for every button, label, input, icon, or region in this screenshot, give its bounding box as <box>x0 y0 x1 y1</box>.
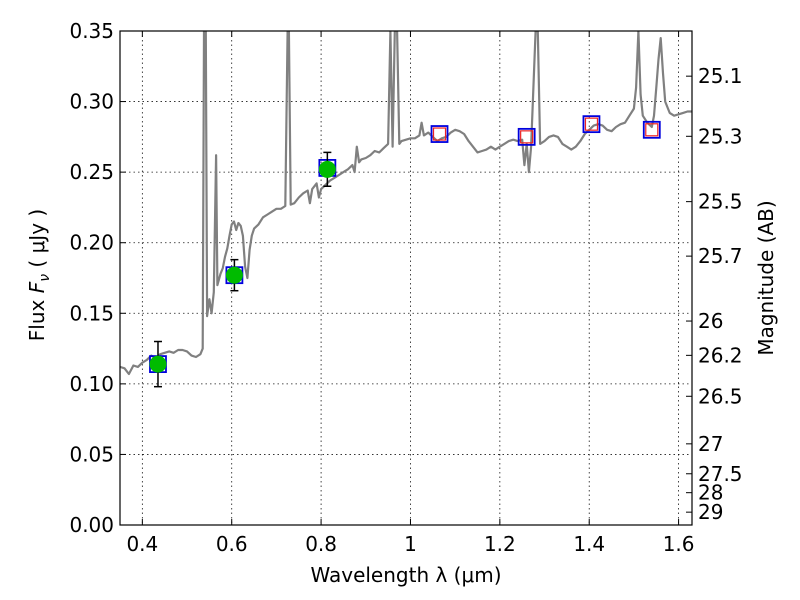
y-axis-title-prefix: Flux <box>25 293 49 341</box>
y2-tick-label: 25.7 <box>698 244 743 268</box>
x-tick-label: 0.4 <box>126 532 158 556</box>
y-tick-label: 0.25 <box>69 160 114 184</box>
x-tick-label: 0.8 <box>305 532 337 556</box>
model-flux-square <box>582 115 601 134</box>
x-axis-title: Wavelength λ (μm) <box>310 563 501 587</box>
observed-flux-point <box>149 355 167 373</box>
model-flux-inner-square <box>520 130 534 144</box>
x-tick-label: 1.6 <box>663 532 695 556</box>
y-tick-label: 0.15 <box>69 301 114 325</box>
y-axis-title: Flux Fν ( μJy ) <box>25 209 53 341</box>
y2-tick-label: 27.5 <box>698 462 743 486</box>
y2-tick-label: 26.5 <box>698 384 743 408</box>
model-flux-inner-square <box>645 123 659 137</box>
spectrum-line <box>120 31 692 376</box>
x-tick-label: 0.6 <box>216 532 248 556</box>
y-axis-title-unit: ( μJy ) <box>25 209 49 274</box>
observed-flux-point <box>318 160 336 178</box>
y2-tick-label: 26.2 <box>698 343 743 367</box>
y-axis-title-symbol: F <box>25 281 49 293</box>
y2-tick-label: 27 <box>698 432 723 456</box>
y2-axis-title: Magnitude (AB) <box>754 200 778 355</box>
y2-tick-label: 25.1 <box>698 64 743 88</box>
y2-tick-label: 25.5 <box>698 190 743 214</box>
y-tick-label: 0.20 <box>69 231 114 255</box>
x-tick-label: 1 <box>404 532 417 556</box>
plot-frame <box>119 30 693 526</box>
y-tick-label: 0.30 <box>69 90 114 114</box>
y2-tick-label: 28 <box>698 481 723 505</box>
photometry-markers <box>149 115 661 388</box>
axis-ticks: 0.4 0.6 0.8 1 1.2 1.4 1.6 0.00 0.05 0.10 0.15 0.20 0… <box>69 19 742 556</box>
y-axis-title-subscript: ν <box>37 274 53 282</box>
y2-tick-label: 26 <box>698 309 723 333</box>
model-flux-square <box>517 127 536 146</box>
model-flux-inner-square <box>584 117 599 131</box>
y-tick-label: 0.10 <box>69 372 114 396</box>
y2-tick-label: 29 <box>698 500 723 524</box>
model-flux-inner-square <box>432 127 447 141</box>
y2-tick-label: 25.3 <box>698 124 743 148</box>
y-tick-label: 0.00 <box>69 513 114 537</box>
model-flux-square <box>430 125 449 143</box>
x-tick-label: 1.2 <box>484 532 516 556</box>
observed-flux-point <box>225 266 243 284</box>
y-tick-label: 0.05 <box>69 442 114 466</box>
model-flux-square <box>642 120 661 139</box>
y-tick-label: 0.35 <box>69 19 114 43</box>
x-tick-label: 1.4 <box>573 532 605 556</box>
spectrum-series <box>120 31 692 376</box>
